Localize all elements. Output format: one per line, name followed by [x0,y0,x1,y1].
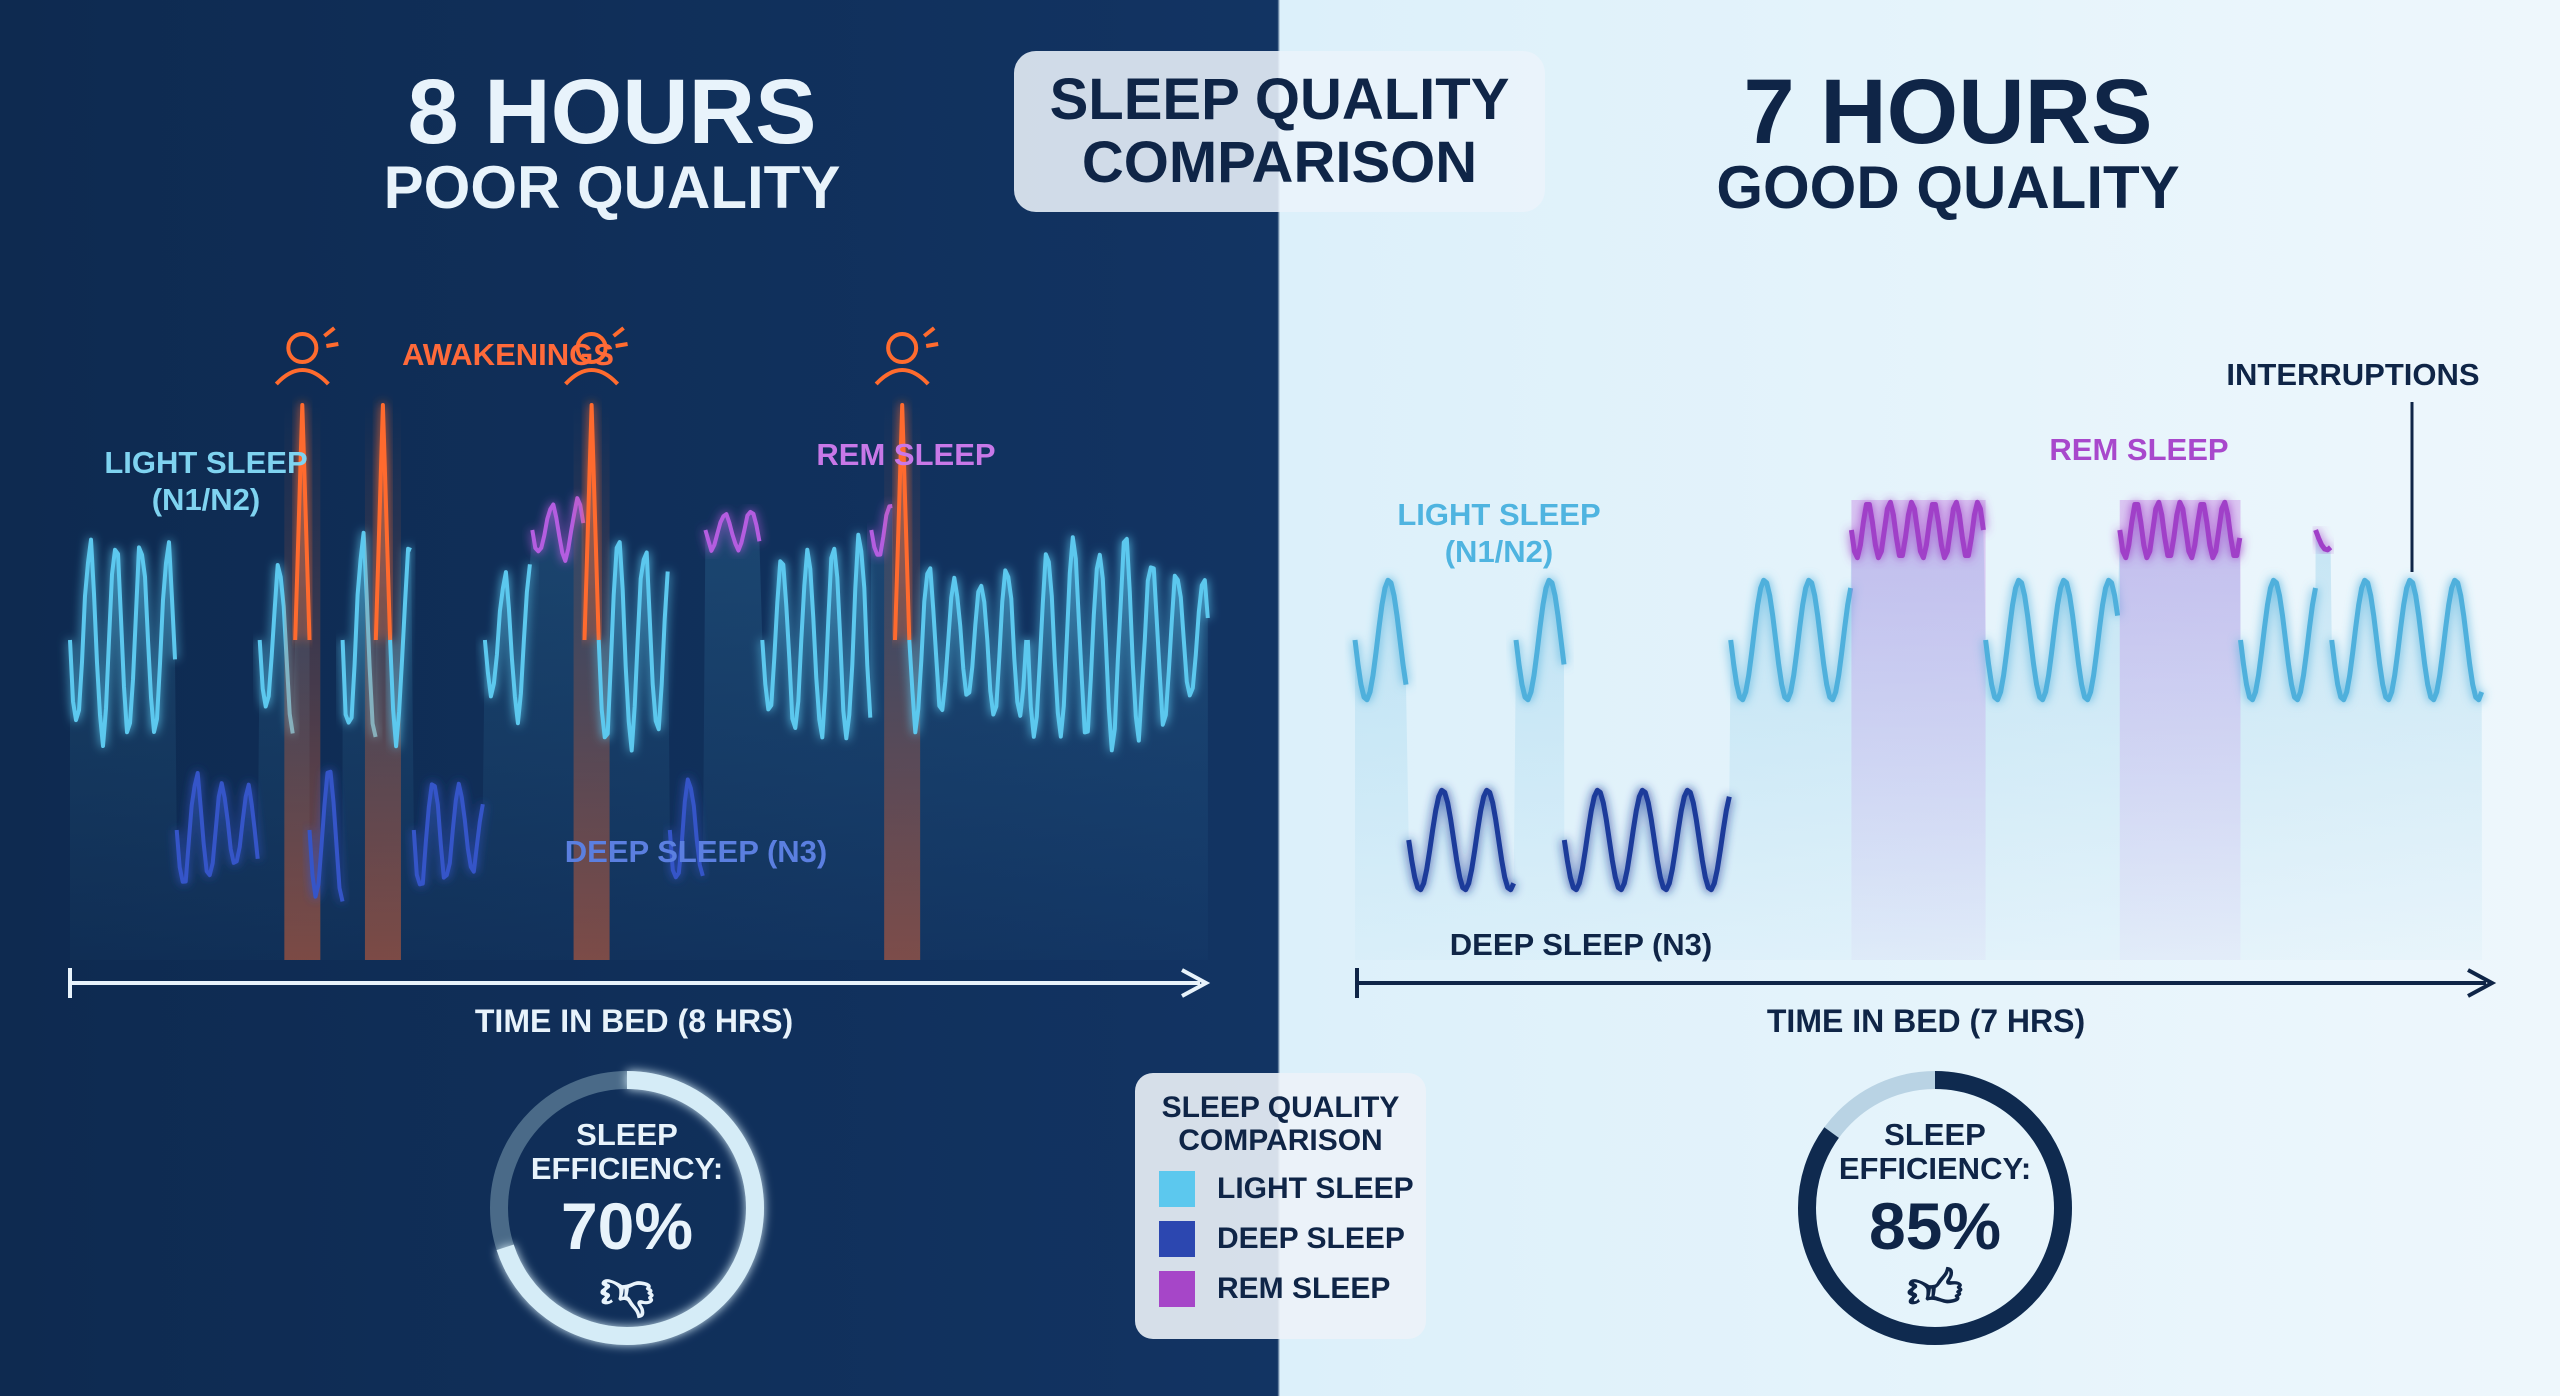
awakening-column [573,405,610,960]
legend: SLEEP QUALITY COMPARISON LIGHT SLEEP DEE… [1135,1073,1426,1339]
legend-item-light: LIGHT SLEEP [1159,1171,1426,1207]
segment-deep [1561,787,1732,893]
right-efficiency-label2: EFFICIENCY: [1838,1151,2032,1187]
segment-light [388,546,412,749]
segment-interruption [2313,529,2333,553]
light-swatch [1159,1171,1195,1207]
left-efficiency-value: 70% [560,1189,694,1264]
right-efficiency-label1: SLEEP [1884,1117,1986,1152]
awakening-icons [274,326,939,386]
rem-shading [1851,500,1986,960]
right-hypnogram [1352,499,2485,960]
left-hypnogram [68,403,1210,960]
left-title: 8 HOURS POOR QUALITY [312,66,912,218]
thumbs-down-icon: 👎︎ [599,1259,655,1320]
left-efficiency-label2: EFFICIENCY: [530,1151,724,1187]
segment-light [2329,577,2485,703]
segment-deep [411,781,485,887]
left-light-sub-label: (N1/N2) [151,482,261,518]
segment-deep [307,769,345,902]
rem-swatch [1159,1271,1195,1307]
right-title: 7 HOURS GOOD QUALITY [1648,66,2248,218]
segment-awake [373,403,393,641]
left-quality: POOR QUALITY [383,154,841,221]
header-title-box: SLEEP QUALITY COMPARISON [1014,51,1545,212]
segment-light [596,540,670,753]
segment-deep [667,777,705,880]
interruptions-label: INTERRUPTIONS [2226,357,2480,392]
header-title-line2: COMPARISON [1081,129,1478,195]
segment-light [907,566,1029,735]
right-light-label: LIGHT SLEEP [1397,497,1601,532]
deep-swatch [1159,1221,1195,1257]
segment-rem [703,509,762,553]
segment-light [1728,577,1854,703]
right-deep-label: DEEP SLEEP (N3) [1449,927,1713,962]
segment-light [1983,577,2121,703]
header-title-line1: SLEEP QUALITY [1049,66,1510,132]
legend-title-line1: SLEEP QUALITY [1161,1091,1400,1124]
right-time-axis [1355,968,2497,998]
segment-deep [174,771,260,884]
right-efficiency-text: SLEEP EFFICIENCY: 85% 👍︎ [1795,1117,2075,1320]
right-axis-label: TIME IN BED (7 HRS) [1766,1003,2086,1039]
legend-title: SLEEP QUALITY COMPARISON [1135,1091,1426,1157]
thumbs-up-icon: 👍︎ [1906,1259,1964,1320]
awakened-person-icon [564,326,628,386]
awakened-person-icon [274,326,339,386]
segment-rem [2117,499,2243,561]
segment-light [68,537,177,748]
awakened-person-icon [874,326,939,386]
segment-light [1352,577,1409,703]
segment-rem [1848,499,1986,561]
segment-awake [582,403,601,641]
legend-label: LIGHT SLEEP [1217,1172,1414,1205]
segment-light [482,564,532,726]
legend-item-rem: REM SLEEP [1159,1271,1426,1307]
rem-shading [2119,500,2241,960]
left-time-axis [68,968,1211,998]
right-quality: GOOD QUALITY [1716,154,2180,221]
awakening-column [284,405,321,960]
legend-title-line2: COMPARISON [1178,1124,1383,1157]
segment-deep [1406,787,1516,893]
segment-awake [293,403,312,641]
awakening-column [884,405,921,960]
left-rem-label: REM SLEEP [816,437,996,472]
right-efficiency-donut [1798,1071,2072,1345]
left-light-sleep-label: LIGHT SLEEP (N1/N2) [104,444,307,518]
left-deep-label: DEEP SLEEP (N3) [564,834,828,869]
right-rem-label: REM SLEEP [2049,432,2229,467]
left-axis-label: TIME IN BED (8 HRS) [474,1003,794,1039]
awakening-column [364,405,401,960]
legend-item-deep: DEEP SLEEP [1159,1221,1426,1257]
left-light-label: LIGHT SLEEP [104,445,308,480]
right-light-sub-label: (N1/N2) [1444,534,1554,570]
legend-label: REM SLEEP [1217,1272,1391,1305]
segment-light [2238,577,2318,703]
segment-awake [893,403,912,641]
right-light-sleep-label: LIGHT SLEEP (N1/N2) [1397,496,1600,570]
left-efficiency-text: SLEEP EFFICIENCY: 70% 👎︎ [487,1117,767,1320]
segment-light [1025,535,1210,753]
left-efficiency-label1: SLEEP [576,1117,678,1152]
left-hours: 8 HOURS [407,61,817,163]
right-efficiency-value: 85% [1868,1189,2002,1264]
hypnogram-area [70,405,1208,960]
legend-label: DEEP SLEEP [1217,1222,1405,1255]
awakenings-label: AWAKENINGS [402,337,614,372]
segment-light [760,532,873,741]
right-hours: 7 HOURS [1743,61,2153,163]
left-efficiency-donut [490,1071,764,1345]
segment-light [1513,577,1567,703]
